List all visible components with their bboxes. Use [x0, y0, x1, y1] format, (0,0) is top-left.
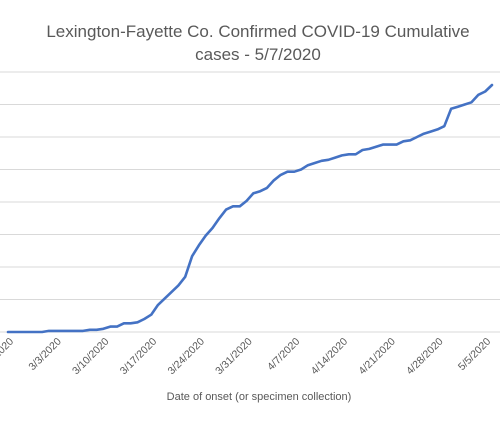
chart-title-line-2: cases - 5/7/2020: [195, 45, 321, 64]
x-tick-labels: 2/25/2020 3/3/2020 3/10/2020 3/17/2020 3/24/…: [0, 336, 493, 378]
x-tick-label: 2/25/2020: [0, 336, 16, 378]
x-tick-label: 3/17/2020: [118, 336, 160, 378]
x-tick-label: 4/7/2020: [265, 336, 302, 373]
chart-title-line-1: Lexington-Fayette Co. Confirmed COVID-19…: [46, 22, 469, 41]
x-tick-label: 3/24/2020: [165, 336, 207, 378]
x-tick-label: 5/5/2020: [456, 336, 493, 373]
series-line: [6, 83, 494, 334]
x-tick-label: 3/10/2020: [70, 336, 112, 378]
x-tick-label: 4/28/2020: [404, 336, 446, 378]
x-tick-label: 3/3/2020: [26, 336, 63, 373]
x-axis-label: Date of onset (or specimen collection): [167, 391, 352, 403]
x-tick-label: 3/31/2020: [213, 336, 255, 378]
x-tick-label: 4/14/2020: [309, 336, 351, 378]
gridlines: [0, 71, 500, 333]
series-group: [6, 83, 494, 334]
x-tick-label: 4/21/2020: [356, 336, 398, 378]
